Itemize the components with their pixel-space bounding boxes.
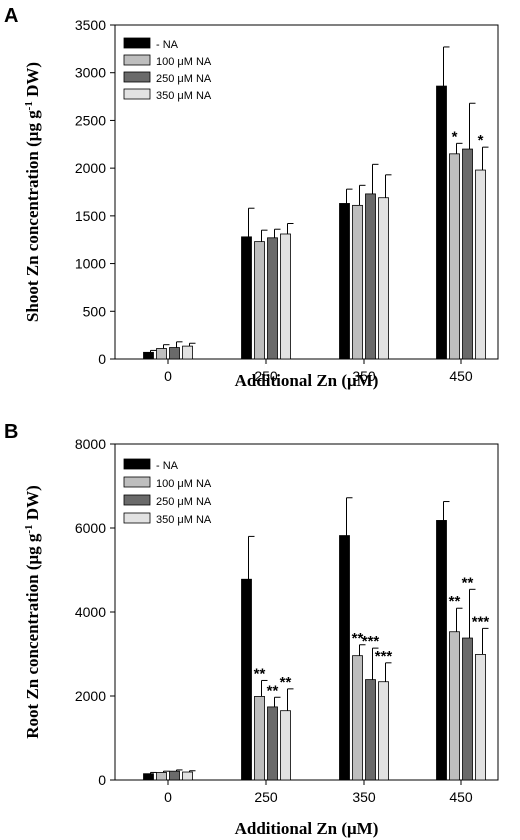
y-tick-label: 6000 (75, 520, 106, 536)
y-tick-label: 2000 (75, 160, 106, 176)
y-tick-label: 1500 (75, 208, 106, 224)
significance-label: *** (375, 648, 393, 665)
bar (280, 710, 291, 781)
x-tick-label: 350 (352, 368, 376, 384)
bar (352, 655, 363, 781)
x-tick-label: 450 (449, 789, 473, 805)
significance-label: ** (449, 593, 461, 610)
y-axis-title: Shoot Zn concentration (μg g-1 DW) (23, 62, 42, 322)
significance-label: ** (254, 665, 266, 682)
y-axis-title-end: DW) (23, 485, 42, 524)
bar (475, 169, 486, 360)
y-axis-title: Root Zn concentration (μg g-1 DW) (23, 485, 42, 739)
bar (339, 535, 350, 781)
legend-swatch (123, 476, 151, 488)
significance-label: *** (472, 613, 490, 630)
y-tick-label: 1000 (75, 256, 106, 272)
y-tick-label: 3500 (75, 17, 106, 33)
chart-panel-a: A 0 500 1000 1500 2000 2500 3000 3500 0 250 350 450 A… (4, 5, 499, 390)
legend-label: 250 μM NA (156, 496, 212, 508)
x-tick-label: 0 (164, 789, 172, 805)
x-tick-label: 450 (449, 368, 473, 384)
bar (365, 193, 376, 360)
bar (182, 771, 193, 781)
legend-label: 350 μM NA (156, 514, 212, 526)
bar (254, 241, 265, 360)
bar (449, 153, 460, 360)
bar (436, 520, 447, 781)
bar (182, 345, 193, 360)
y-axis-title-main: Root Zn concentration (μg g (23, 533, 42, 739)
significance-label: ** (462, 574, 474, 591)
significance-label: * (452, 128, 458, 145)
y-axis-title-sup: -1 (23, 101, 35, 110)
bar (156, 772, 167, 781)
legend-label: 250 μM NA (156, 73, 212, 85)
bar (475, 654, 486, 781)
bar (339, 203, 350, 360)
significance-label: * (478, 132, 484, 149)
x-axis-title: Additional Zn (μM) (235, 819, 379, 838)
bar (241, 236, 252, 360)
y-axis-title-end: DW) (23, 62, 42, 101)
x-axis-title: Additional Zn (μM) (235, 371, 379, 390)
y-axis-title-main: Shoot Zn concentration (μg g (23, 110, 42, 322)
bar (143, 351, 154, 360)
panel-letter: A (4, 5, 18, 27)
panel-letter: B (4, 421, 18, 443)
significance-label: ** (267, 682, 279, 699)
bar (169, 347, 180, 360)
legend-label: 100 μM NA (156, 56, 212, 68)
x-tick-label: 250 (254, 789, 278, 805)
bar (378, 197, 389, 360)
chart-panel-b: B 0 2000 4000 6000 8000 0 250 350 450 Additional Z… (4, 421, 499, 838)
y-tick-label: 0 (98, 772, 106, 788)
legend-label: 100 μM NA (156, 478, 212, 490)
legend-label: - NA (156, 39, 179, 51)
bar (462, 637, 473, 781)
x-tick-label: 250 (254, 368, 278, 384)
significance-label: ** (280, 674, 292, 691)
x-tick-label: 350 (352, 789, 376, 805)
y-axis-title-sup: -1 (23, 524, 35, 533)
significance-label: ** (352, 630, 364, 647)
bar (143, 773, 154, 781)
legend-swatch (123, 71, 151, 83)
plot-frame (114, 24, 499, 360)
bar (267, 237, 278, 360)
legend-swatch (123, 54, 151, 66)
legend-swatch (123, 494, 151, 506)
y-tick-label: 2500 (75, 112, 106, 128)
x-tick-label: 0 (164, 368, 172, 384)
y-tick-label: 500 (83, 303, 107, 319)
legend-swatch (123, 458, 151, 470)
bar (436, 85, 447, 360)
legend-swatch (123, 37, 151, 49)
bar (365, 679, 376, 781)
legend-label: 350 μM NA (156, 90, 212, 102)
bar (267, 706, 278, 781)
y-tick-label: 8000 (75, 436, 106, 452)
bar (156, 348, 167, 360)
bar (169, 770, 180, 781)
legend-label: - NA (156, 460, 179, 472)
bar (378, 681, 389, 781)
y-tick-label: 4000 (75, 604, 106, 620)
bar (462, 148, 473, 360)
bar (280, 233, 291, 360)
bar (449, 631, 460, 781)
bar (241, 578, 252, 781)
y-tick-label: 0 (98, 351, 106, 367)
legend-swatch (123, 88, 151, 100)
y-tick-label: 2000 (75, 688, 106, 704)
bar (352, 204, 363, 360)
significance-label: *** (362, 633, 380, 650)
y-tick-label: 3000 (75, 65, 106, 81)
legend-swatch (123, 512, 151, 524)
bar (254, 696, 265, 781)
